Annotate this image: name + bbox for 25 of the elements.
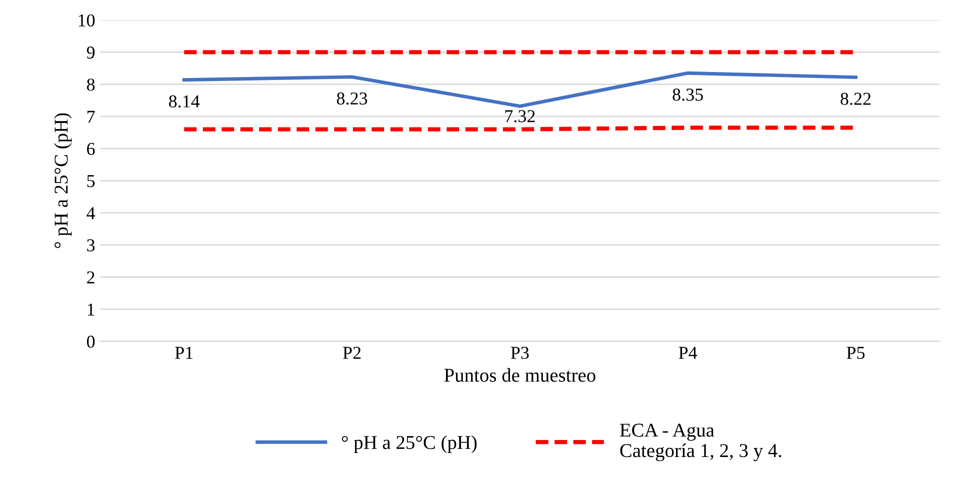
y-tick-label: 1 (88, 304, 94, 316)
data-label: 8.23 (336, 92, 368, 105)
y-tick-label: 6 (87, 142, 95, 156)
x-tick-label: P2 (343, 346, 361, 359)
y-tick-label: 7 (87, 110, 95, 123)
y-tick-label: 5 (87, 175, 95, 188)
y-tick-label: 10 (78, 14, 95, 27)
y-tick-label: 9 (86, 46, 95, 59)
x-tick-label: P1 (175, 346, 193, 359)
legend-label: ° pH a 25°C (pH) (342, 435, 477, 454)
y-tick-label: 8 (86, 78, 95, 91)
y-tick-label: 2 (87, 271, 94, 284)
x-tick-label: P4 (678, 346, 698, 359)
legend-label: ECA - Agua Categoría 1, 2, 3 y 4. (620, 424, 782, 462)
y-axis-title: ° pH a 25°C (pH) (54, 113, 72, 248)
x-tick-label: P5 (846, 346, 865, 359)
y-tick-label: 4 (86, 207, 96, 220)
y-tick-label: 0 (86, 336, 95, 348)
data-label: 8.14 (169, 95, 200, 108)
data-label: 7.32 (505, 110, 535, 122)
data-label: 8.22 (840, 92, 871, 105)
data-label: 8.35 (672, 88, 703, 101)
x-tick-label: P3 (510, 346, 529, 359)
x-axis-title: Puntos de muestreo (444, 368, 596, 382)
y-tick-label: 3 (87, 239, 95, 252)
